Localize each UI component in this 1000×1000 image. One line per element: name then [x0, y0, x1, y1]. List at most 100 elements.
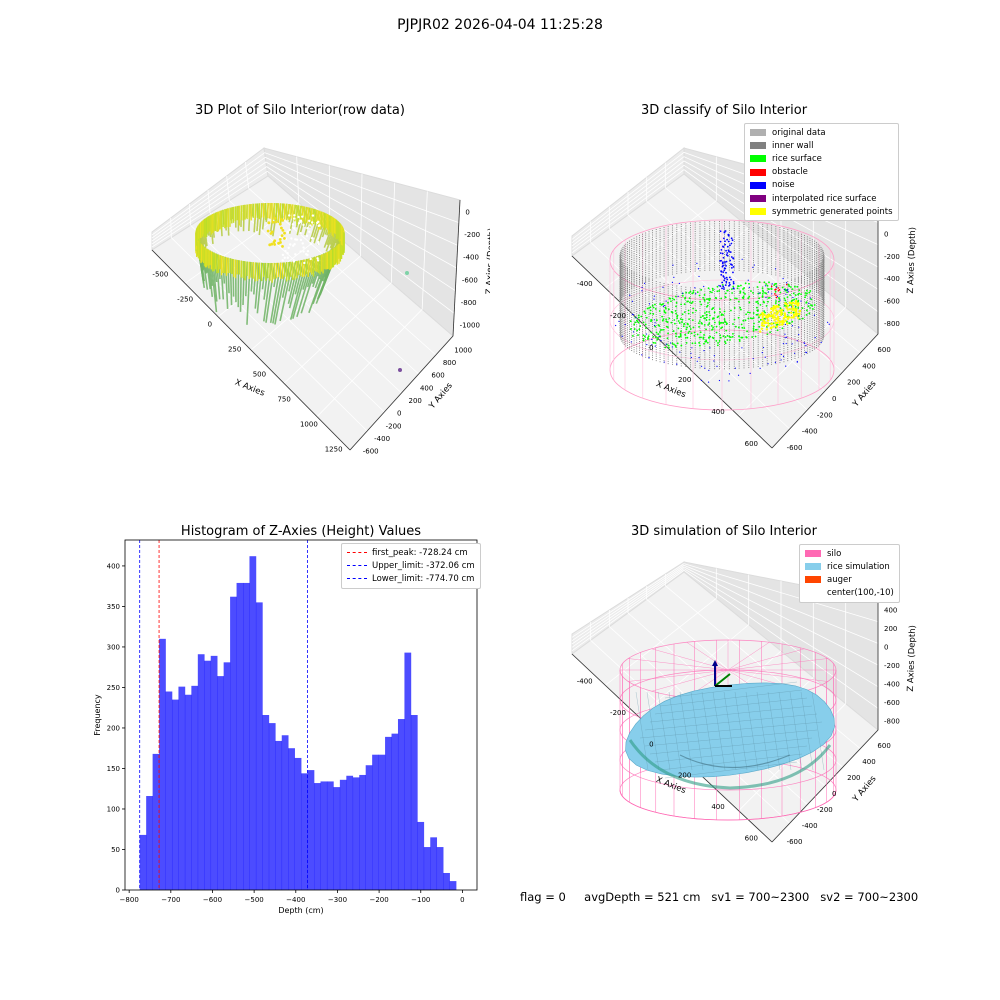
p2-rice-surface [655, 319, 658, 322]
histogram-bar [352, 777, 360, 890]
p2-rice-surface [718, 340, 721, 342]
p2-noise [752, 358, 754, 360]
p2-noise [709, 347, 711, 349]
histogram-bar [365, 765, 373, 890]
p1-inner-points [273, 239, 277, 243]
p2-rice-surface [704, 317, 706, 320]
p2-symmetric-points [783, 312, 786, 315]
p2-rice-surface [643, 310, 646, 313]
p2-rice-surface [688, 318, 690, 321]
p2-symmetric-points [772, 325, 775, 328]
p2-rice-surface [700, 303, 703, 306]
p3-x-tick-label: −100 [411, 896, 430, 904]
p2-noise [732, 281, 735, 283]
p2-rice-surface [793, 285, 796, 288]
p1-inner-points [306, 227, 309, 230]
p2-rice-surface [758, 297, 761, 300]
p2-rice-surface [743, 327, 746, 329]
p2-rice-surface [748, 295, 751, 298]
p2-noise [728, 276, 731, 279]
p2-symmetric-points [793, 309, 797, 312]
legend-item: auger [805, 573, 894, 586]
p2-noise [785, 293, 787, 295]
p1-x-axis-line [151, 249, 351, 451]
p2-noise [653, 298, 655, 300]
p1-z-axis-line [452, 199, 461, 337]
p2-rice-surface [704, 340, 707, 343]
p2-y-tick-label: -600 [787, 444, 803, 452]
p2-noise [813, 314, 816, 316]
p3-y-tick-label: 100 [107, 805, 120, 813]
p2-noise [725, 280, 728, 283]
p2-rice-surface [777, 300, 780, 303]
p2-rice-surface [726, 334, 729, 337]
p1-x-tick-label: -500 [152, 271, 168, 279]
p1-inner-points [286, 252, 289, 255]
p2-rice-surface [718, 290, 721, 292]
p2-rice-surface [726, 322, 728, 325]
p2-noise [727, 249, 730, 252]
p2-noise [696, 360, 698, 362]
p2-rice-surface [794, 294, 797, 297]
panel2-title: 3D classify of Silo Interior [640, 103, 808, 118]
p2-rice-surface [686, 300, 689, 303]
p2-noise [671, 346, 673, 348]
histogram-bar [204, 660, 212, 890]
p2-noise [724, 261, 726, 263]
p1-inner-points [283, 231, 286, 235]
legend-item: noise [750, 179, 893, 192]
p4-rice-mesh [657, 691, 671, 771]
p2-rice-surface [650, 318, 653, 321]
p2-symmetric-points [784, 319, 787, 322]
p2-rice-surface [722, 314, 725, 316]
p2-noise [741, 347, 743, 349]
p4-rice-mesh [723, 691, 737, 771]
histogram-bar [307, 770, 315, 890]
legend-swatch [805, 563, 821, 571]
p1-inner-points [302, 223, 305, 227]
histogram-bar [294, 757, 302, 890]
p1-inner-points [299, 232, 302, 235]
p4-silo-wire [727, 658, 828, 671]
legend-label: noise [772, 180, 795, 191]
p2-noise [677, 295, 679, 297]
p2-rice-surface [724, 340, 726, 343]
histogram-bar [391, 733, 399, 890]
p2-rice-surface [718, 308, 721, 310]
p2-z-tick-label: -800 [884, 320, 900, 328]
p2-rice-surface [712, 307, 715, 309]
p2-noise [719, 230, 722, 233]
p2-rice-surface [689, 328, 692, 330]
p2-rice-surface [709, 290, 712, 293]
p2-x-tick-label: 200 [678, 376, 691, 384]
p2-rice-surface [661, 315, 664, 318]
p2-rice-surface [688, 292, 690, 294]
legend-item: center(100,-10) [805, 587, 894, 600]
p2-rice-surface [741, 326, 744, 329]
p2-rice-surface [699, 300, 702, 303]
p2-symmetric-points [766, 322, 770, 325]
p1-inner-points [291, 223, 295, 226]
p2-rice-surface [765, 325, 768, 328]
p2-rice-surface [734, 325, 737, 328]
p1-inner-points [317, 240, 320, 244]
p2-rice-surface [676, 317, 679, 320]
p2-noise [654, 345, 656, 347]
legend-line [347, 552, 367, 554]
p2-noise [767, 291, 770, 293]
p2-rice-surface [703, 334, 705, 336]
p1-z-tick-label: -200 [464, 231, 480, 239]
p1-inner-points [316, 257, 319, 260]
p2-noise [732, 257, 735, 260]
p2-rice-surface [775, 324, 778, 326]
p2-rice-surface [739, 306, 741, 309]
p2-rice-surface [686, 336, 689, 339]
p2-noise [732, 271, 734, 274]
p1-z-tick-label: -400 [463, 254, 479, 262]
p2-rice-surface [675, 345, 677, 348]
p2-rice-surface [689, 290, 692, 293]
p4-rice-mesh [644, 713, 818, 731]
p2-rice-surface [691, 319, 694, 322]
p4-rice-mesh [649, 705, 813, 723]
p4-rice-edge [628, 739, 832, 790]
